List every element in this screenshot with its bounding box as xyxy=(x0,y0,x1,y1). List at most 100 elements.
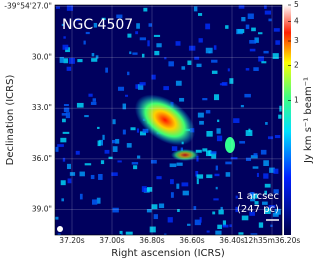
speckle xyxy=(227,68,230,72)
speckle xyxy=(75,150,80,155)
speckle xyxy=(205,150,212,157)
speckle xyxy=(213,198,219,201)
speckle xyxy=(205,23,211,30)
speckle xyxy=(98,173,103,180)
speckle xyxy=(254,201,259,205)
speckle xyxy=(61,23,65,26)
speckle xyxy=(272,53,279,59)
speckle xyxy=(90,174,95,180)
speckle xyxy=(59,56,64,63)
speckle xyxy=(262,201,268,205)
speckle xyxy=(175,41,181,46)
speckle xyxy=(66,5,74,11)
speckle xyxy=(206,230,210,233)
speckle xyxy=(154,50,160,56)
speckle xyxy=(57,144,64,147)
speckle xyxy=(77,59,83,63)
speckle xyxy=(206,174,213,179)
speckle xyxy=(250,233,258,235)
speckle xyxy=(272,212,279,217)
speckle xyxy=(241,17,246,22)
colorbar-label: Jy km s⁻¹ beam⁻¹ xyxy=(303,77,314,164)
speckle xyxy=(135,31,139,35)
speckle xyxy=(151,74,156,80)
speckle xyxy=(168,61,174,67)
speckle xyxy=(146,209,152,213)
speckle xyxy=(95,55,99,59)
speckle xyxy=(164,233,167,235)
speckle xyxy=(177,209,180,212)
speckle xyxy=(222,224,229,228)
speckle xyxy=(212,211,216,215)
y-tick-label: 33.0" xyxy=(32,103,52,112)
speckle xyxy=(273,168,279,174)
speckle xyxy=(76,102,84,108)
speckle xyxy=(216,128,221,134)
speckle xyxy=(150,159,157,164)
speckle xyxy=(211,153,217,159)
speckle xyxy=(75,18,80,21)
speckle xyxy=(141,186,147,193)
y-tick-label: 39.0" xyxy=(32,205,52,214)
speckle xyxy=(68,57,75,64)
speckle xyxy=(238,5,245,9)
speckle xyxy=(235,206,238,213)
speckle xyxy=(61,113,67,116)
speckle xyxy=(217,119,220,123)
speckle xyxy=(62,118,66,123)
colorbar-tick-label: 2 xyxy=(294,61,299,70)
speckle xyxy=(84,115,89,118)
scalebar-label: 1 arcsec xyxy=(237,191,279,202)
speckle xyxy=(62,157,66,162)
speckle xyxy=(149,226,156,233)
speckle xyxy=(187,60,192,65)
speckle xyxy=(143,7,148,12)
speckle xyxy=(205,47,213,54)
speckle xyxy=(258,32,263,35)
speckle xyxy=(193,6,198,12)
speckle xyxy=(170,192,174,198)
speckle xyxy=(239,141,246,144)
speckle xyxy=(197,112,204,118)
speckle xyxy=(66,163,72,170)
speckle xyxy=(245,130,253,136)
x-tick-label: 37.00s xyxy=(99,236,124,245)
x-tick-label: 36.60s xyxy=(179,236,204,245)
x-tick-label: 36.80s xyxy=(139,236,164,245)
y-tick-label: -39°54'27.0" xyxy=(4,2,52,11)
speckle xyxy=(229,224,232,228)
speckle xyxy=(211,70,218,74)
speckle xyxy=(250,155,258,159)
speckle xyxy=(249,40,257,44)
x-axis-label: Right ascension (ICRS) xyxy=(111,248,225,259)
speckle xyxy=(251,27,256,32)
speckle xyxy=(119,230,123,234)
chart-title: NGC 4507 xyxy=(62,17,133,33)
speckle xyxy=(122,129,126,135)
speckle xyxy=(105,67,108,73)
speckle xyxy=(215,186,218,190)
speckle xyxy=(61,198,64,202)
speckle xyxy=(102,134,105,140)
speckle xyxy=(211,59,218,63)
speckle xyxy=(195,149,202,153)
speckle xyxy=(55,6,61,9)
speckle xyxy=(55,216,59,220)
speckle xyxy=(196,155,199,162)
colorbar-tick-label: 5 xyxy=(294,0,299,9)
speckle xyxy=(238,232,244,235)
speckle xyxy=(158,203,165,209)
speckle xyxy=(249,211,255,216)
speckle xyxy=(199,217,202,223)
speckle xyxy=(274,208,281,215)
speckle xyxy=(66,66,72,71)
speckle xyxy=(247,13,254,19)
speckle xyxy=(91,53,95,57)
speckle xyxy=(196,174,204,179)
speckle xyxy=(198,38,203,43)
speckle xyxy=(258,222,264,228)
speckle xyxy=(151,204,158,210)
speckle xyxy=(79,171,85,177)
speckle xyxy=(268,205,276,209)
speckle xyxy=(181,182,189,187)
